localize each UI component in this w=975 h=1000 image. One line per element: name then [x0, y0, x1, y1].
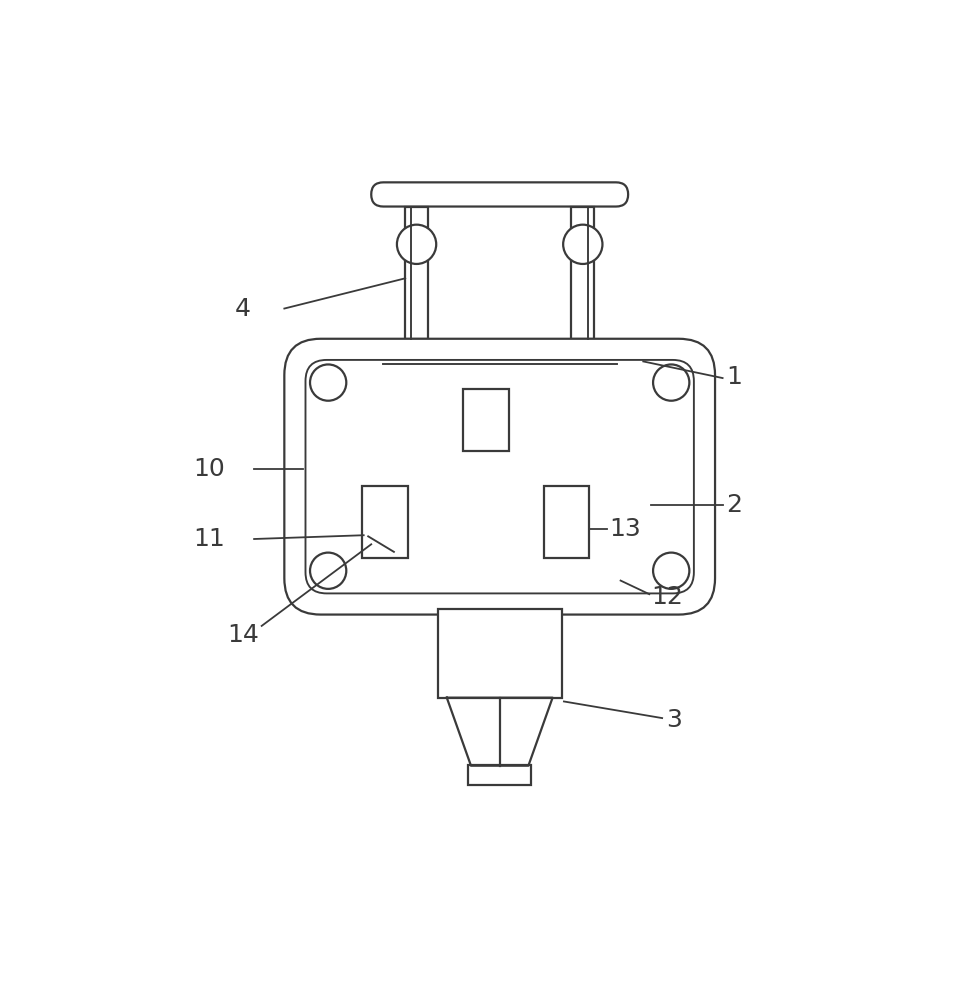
Text: 3: 3 [666, 708, 682, 732]
Bar [406, 207, 428, 339]
Circle shape [397, 225, 436, 264]
Circle shape [653, 553, 689, 589]
Bar [438, 609, 563, 698]
FancyBboxPatch shape [305, 360, 694, 593]
Bar [463, 389, 509, 451]
Bar [468, 765, 531, 785]
FancyBboxPatch shape [371, 182, 628, 207]
Circle shape [564, 225, 603, 264]
Circle shape [653, 364, 689, 401]
FancyBboxPatch shape [285, 339, 715, 615]
Text: 10: 10 [194, 457, 225, 481]
Circle shape [310, 553, 346, 589]
Text: 2: 2 [726, 493, 742, 517]
Text: 4: 4 [235, 297, 252, 321]
Text: 13: 13 [609, 517, 641, 541]
Bar [382, 354, 617, 370]
Bar [543, 486, 589, 558]
Text: 14: 14 [228, 623, 259, 647]
Text: 11: 11 [194, 527, 225, 551]
Bar [571, 207, 594, 339]
Text: 1: 1 [726, 365, 742, 389]
Text: 12: 12 [651, 585, 682, 609]
Circle shape [310, 364, 346, 401]
Bar [362, 486, 408, 558]
